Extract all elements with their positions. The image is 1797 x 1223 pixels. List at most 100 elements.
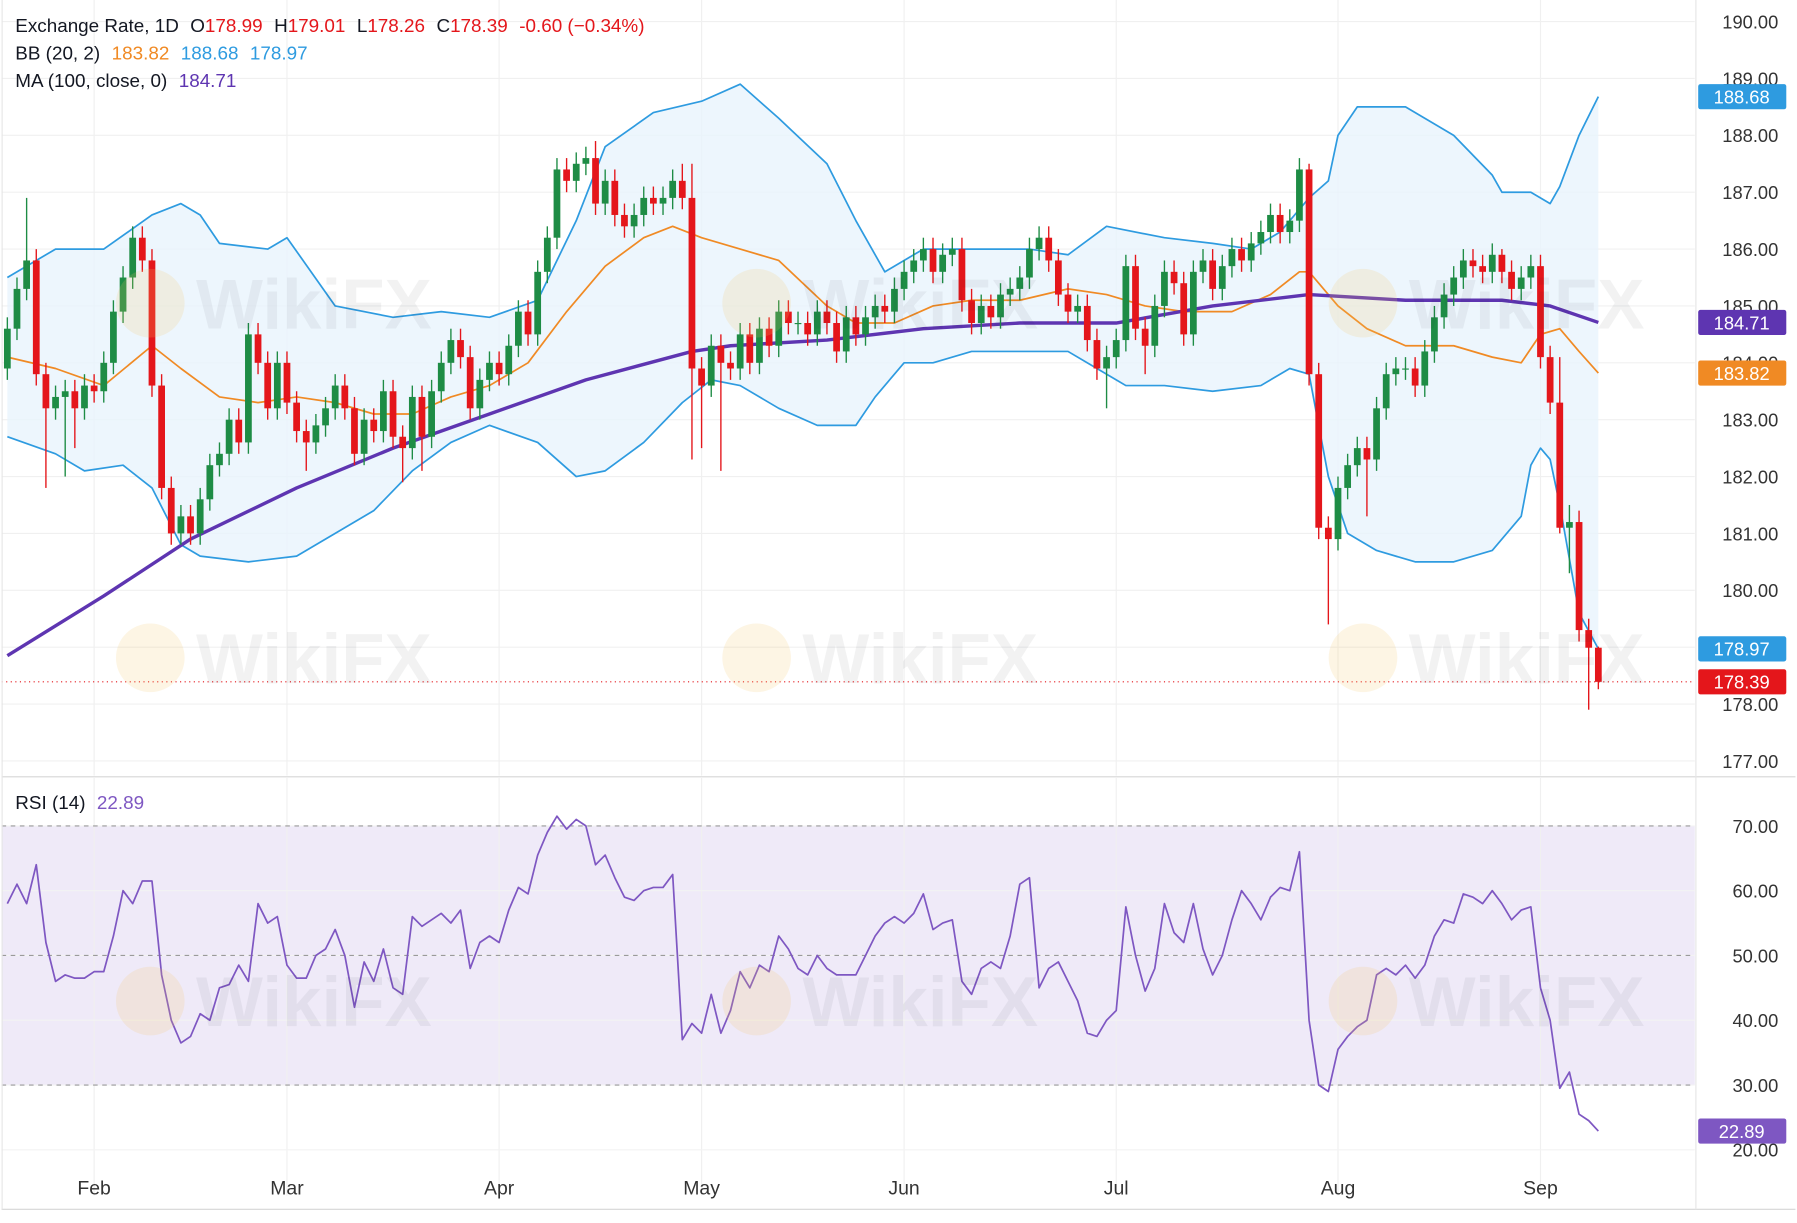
candle-body [765, 328, 773, 346]
candle-body [997, 294, 1004, 318]
candle-body [1083, 305, 1091, 341]
candle-body [437, 362, 445, 392]
candle-body [418, 396, 426, 437]
indicator-line [7, 350, 1600, 650]
candle-body [1180, 283, 1188, 335]
candle-body [1411, 368, 1419, 386]
series-title: Exchange Rate, 1D [15, 15, 179, 36]
watermark: WikiFX [1409, 265, 1645, 344]
price-box-label: 22.89 [1719, 1121, 1765, 1142]
x-tick-label: Sep [1523, 1177, 1558, 1199]
ohlc-value: 178.99 [205, 15, 263, 36]
x-tick-label: Jul [1104, 1177, 1129, 1199]
candle-body [167, 487, 175, 534]
candle-body [1373, 408, 1380, 460]
candle-body [1276, 214, 1284, 233]
candle-body [399, 436, 407, 449]
candle-body [1431, 317, 1438, 352]
candle-body [1209, 260, 1217, 289]
candle-body [158, 385, 165, 488]
candle-body [206, 465, 214, 500]
candle-body [929, 249, 937, 272]
candle-body [380, 391, 387, 432]
watermark-logo [115, 966, 185, 1036]
x-tick-label: Mar [270, 1177, 304, 1199]
candle-body [977, 305, 985, 324]
y-tick-label: 187.00 [1722, 182, 1778, 203]
price-box [1698, 84, 1787, 110]
candle-body [196, 499, 204, 534]
candle-body [216, 453, 223, 466]
candle-body [23, 260, 31, 289]
candle-body [1132, 266, 1139, 329]
candle-body [572, 163, 580, 181]
candle-body [1488, 254, 1496, 272]
indicator-value: 183.82 [112, 42, 170, 63]
candle-body [543, 237, 551, 272]
candle-body [611, 180, 619, 215]
candle-body [794, 323, 802, 325]
candle-body [457, 340, 464, 358]
candle-body [1026, 249, 1033, 278]
candle-body [553, 169, 561, 238]
candle-body [621, 214, 628, 227]
candle-body [871, 305, 879, 318]
candle-body [1546, 357, 1554, 403]
price-box-label: 188.68 [1714, 87, 1770, 108]
candle-body [1585, 630, 1593, 648]
candle-body [1151, 305, 1159, 346]
price-box [1698, 636, 1787, 662]
candle-body [1537, 266, 1544, 358]
foreground-layer: WikiFX WikiFX WikiFX WikiFX WikiFX WikiFX Wiki… [15, 11, 1787, 1199]
legend-row: BB (20, 2) 183.82 188.68 178.97 [15, 42, 307, 63]
candle-body [389, 391, 397, 437]
ohlc-value: 178.39 [450, 15, 508, 36]
candle-body [1199, 260, 1207, 272]
watermark: WikiFX [196, 265, 432, 344]
candle-body [408, 396, 416, 449]
candle-body [360, 419, 368, 454]
candle-body [1450, 277, 1458, 295]
y-tick-label: 50.00 [1732, 945, 1778, 966]
candle-body [939, 254, 947, 272]
candle-body [42, 374, 50, 409]
candle-body [1064, 294, 1072, 312]
candle-body [717, 345, 725, 363]
candle-body [1566, 522, 1573, 528]
price-box [1698, 669, 1787, 695]
watermark-logo [1328, 623, 1398, 693]
candle-body [592, 158, 599, 204]
candle-body [1286, 220, 1294, 233]
candle-body [842, 317, 850, 352]
candle-body [1334, 487, 1342, 540]
watermark: WikiFX [802, 265, 1038, 344]
candle-body [1353, 448, 1361, 466]
candle-body [225, 419, 233, 454]
candle-body [1257, 232, 1265, 244]
candle-body [235, 419, 243, 443]
price-box-label: 184.71 [1714, 312, 1770, 333]
candle-body [891, 288, 898, 312]
candle-body [1517, 277, 1525, 289]
candle-body [833, 323, 840, 352]
candle-body [1074, 305, 1082, 312]
candle-body [138, 237, 146, 261]
candle-body [1421, 351, 1429, 386]
candle-body [852, 317, 860, 335]
candle-body [727, 362, 734, 369]
candle-body [736, 334, 744, 369]
candle-body [582, 158, 590, 164]
watermark: WikiFX [1409, 963, 1645, 1042]
indicator-value: 22.89 [97, 792, 144, 813]
y-tick-label: 178.00 [1722, 694, 1778, 715]
legend-row: Exchange Rate, 1D O178.99 H179.01 L178.26 C1… [15, 15, 644, 36]
candle-body [1296, 169, 1303, 221]
candle-body [312, 425, 320, 443]
watermark-logo [1328, 268, 1398, 338]
candle-body [862, 317, 869, 335]
y-tick-label: 181.00 [1722, 523, 1778, 544]
x-tick-label: May [683, 1177, 720, 1199]
candle-body [688, 197, 696, 369]
candle-body [148, 260, 156, 386]
